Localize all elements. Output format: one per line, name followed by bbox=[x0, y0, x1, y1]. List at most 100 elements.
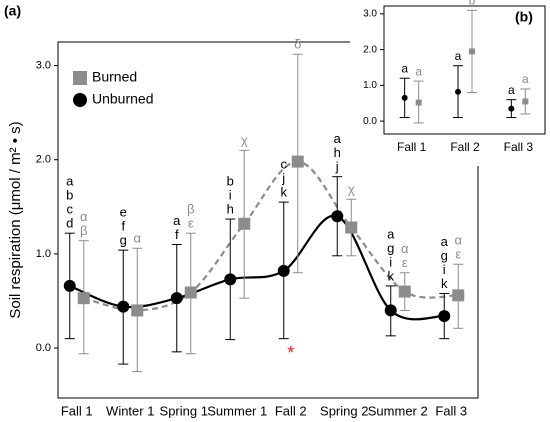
legend-marker bbox=[73, 93, 87, 107]
plot-frame bbox=[57, 41, 479, 399]
point bbox=[398, 285, 411, 298]
significance-letter: k bbox=[388, 268, 395, 283]
point bbox=[522, 98, 529, 105]
significance-letter: b bbox=[469, 0, 476, 7]
significance-letter: a bbox=[387, 226, 395, 241]
point bbox=[384, 304, 397, 317]
y-tick-label: 2.0 bbox=[36, 154, 51, 166]
x-tick-label: Fall 2 bbox=[450, 140, 480, 154]
y-axis-label: Soil respiration (μmol / m² • s) bbox=[7, 121, 24, 318]
significance-letter: a bbox=[66, 174, 74, 189]
point bbox=[184, 286, 197, 299]
significance-letter: h bbox=[227, 201, 234, 216]
significance-letter: a bbox=[173, 213, 181, 228]
point bbox=[455, 88, 461, 95]
significance-letter: g bbox=[387, 240, 394, 255]
significance-letter: b bbox=[66, 188, 73, 203]
point bbox=[331, 210, 344, 223]
point bbox=[224, 273, 237, 286]
point bbox=[170, 292, 183, 305]
y-tick-label: 3.0 bbox=[36, 59, 51, 71]
significance-letter: ε bbox=[188, 216, 194, 231]
x-tick-label: Summer 1 bbox=[207, 403, 267, 418]
plot-frame bbox=[383, 5, 546, 135]
panel-label: (b) bbox=[515, 9, 533, 25]
significance-letter: k bbox=[441, 276, 448, 291]
significance-letter: i bbox=[443, 262, 446, 277]
legend-marker bbox=[73, 71, 87, 85]
y-tick-label: 0.0 bbox=[36, 342, 51, 354]
significance-letter: a bbox=[401, 61, 408, 75]
y-tick-label: 1.0 bbox=[36, 248, 51, 260]
point bbox=[63, 279, 76, 292]
x-tick-label: Fall 3 bbox=[504, 140, 534, 154]
y-tick-label: 0.0 bbox=[363, 116, 377, 127]
significance-letter: χ bbox=[348, 182, 355, 197]
x-tick-label: Fall 3 bbox=[435, 403, 467, 418]
point bbox=[77, 292, 90, 305]
significance-letter: c bbox=[67, 202, 74, 217]
significance-letter: α bbox=[80, 209, 88, 224]
point bbox=[131, 304, 144, 317]
significance-letter: i bbox=[229, 187, 232, 202]
significance-letter: a bbox=[522, 72, 529, 86]
x-tick-label: Summer 2 bbox=[368, 403, 428, 418]
point bbox=[291, 155, 304, 168]
annotation: * bbox=[287, 343, 294, 363]
significance-letter: α bbox=[454, 233, 462, 248]
significance-letter: a bbox=[455, 49, 462, 63]
significance-letter: e bbox=[120, 205, 127, 220]
significance-letter: b bbox=[227, 173, 234, 188]
x-tick-label: Fall 1 bbox=[397, 140, 427, 154]
trend-line bbox=[83, 160, 459, 312]
significance-letter: d bbox=[66, 216, 73, 231]
x-tick-label: Spring 1 bbox=[160, 403, 208, 418]
point bbox=[508, 105, 515, 112]
y-tick-label: 3.0 bbox=[363, 9, 377, 20]
point bbox=[117, 300, 130, 313]
significance-letter: k bbox=[281, 185, 288, 200]
significance-letter: a bbox=[334, 131, 342, 146]
legend-label: Unburned bbox=[92, 91, 154, 107]
point bbox=[415, 99, 422, 106]
significance-letter: α bbox=[401, 241, 409, 256]
significance-letter: f bbox=[121, 219, 125, 234]
y-tick-label: 2.0 bbox=[363, 44, 377, 55]
significance-letter: β bbox=[80, 223, 87, 238]
point bbox=[452, 289, 465, 302]
inset-background bbox=[350, 0, 550, 166]
x-tick-label: Fall 2 bbox=[275, 403, 307, 418]
significance-letter: c bbox=[281, 157, 288, 172]
significance-letter: j bbox=[335, 159, 339, 174]
significance-letter: a bbox=[415, 64, 422, 78]
point bbox=[469, 48, 475, 55]
significance-letter: g bbox=[120, 233, 127, 248]
x-tick-label: Winter 1 bbox=[106, 403, 154, 418]
significance-letter: g bbox=[441, 248, 448, 263]
significance-letter: α bbox=[133, 231, 141, 246]
legend-label: Burned bbox=[92, 69, 137, 85]
significance-letter: i bbox=[389, 254, 392, 269]
significance-letter: δ bbox=[294, 37, 301, 52]
significance-letter: a bbox=[508, 83, 515, 97]
x-tick-label: Fall 1 bbox=[61, 403, 93, 418]
point bbox=[438, 310, 451, 323]
significance-letter: β bbox=[187, 202, 194, 217]
panel-label: (a) bbox=[4, 3, 21, 19]
point bbox=[238, 217, 251, 230]
y-tick-label: 1.0 bbox=[363, 80, 377, 91]
significance-letter: χ bbox=[241, 133, 248, 148]
significance-letter: a bbox=[441, 234, 449, 249]
x-tick-label: Spring 2 bbox=[320, 403, 368, 418]
significance-letter: ε bbox=[402, 255, 408, 270]
significance-letter: h bbox=[334, 145, 341, 160]
point bbox=[277, 264, 290, 277]
significance-letter: j bbox=[281, 171, 285, 186]
point bbox=[345, 221, 358, 234]
significance-letter: ε bbox=[455, 247, 461, 262]
significance-letter: f bbox=[175, 227, 179, 242]
point bbox=[401, 94, 408, 101]
